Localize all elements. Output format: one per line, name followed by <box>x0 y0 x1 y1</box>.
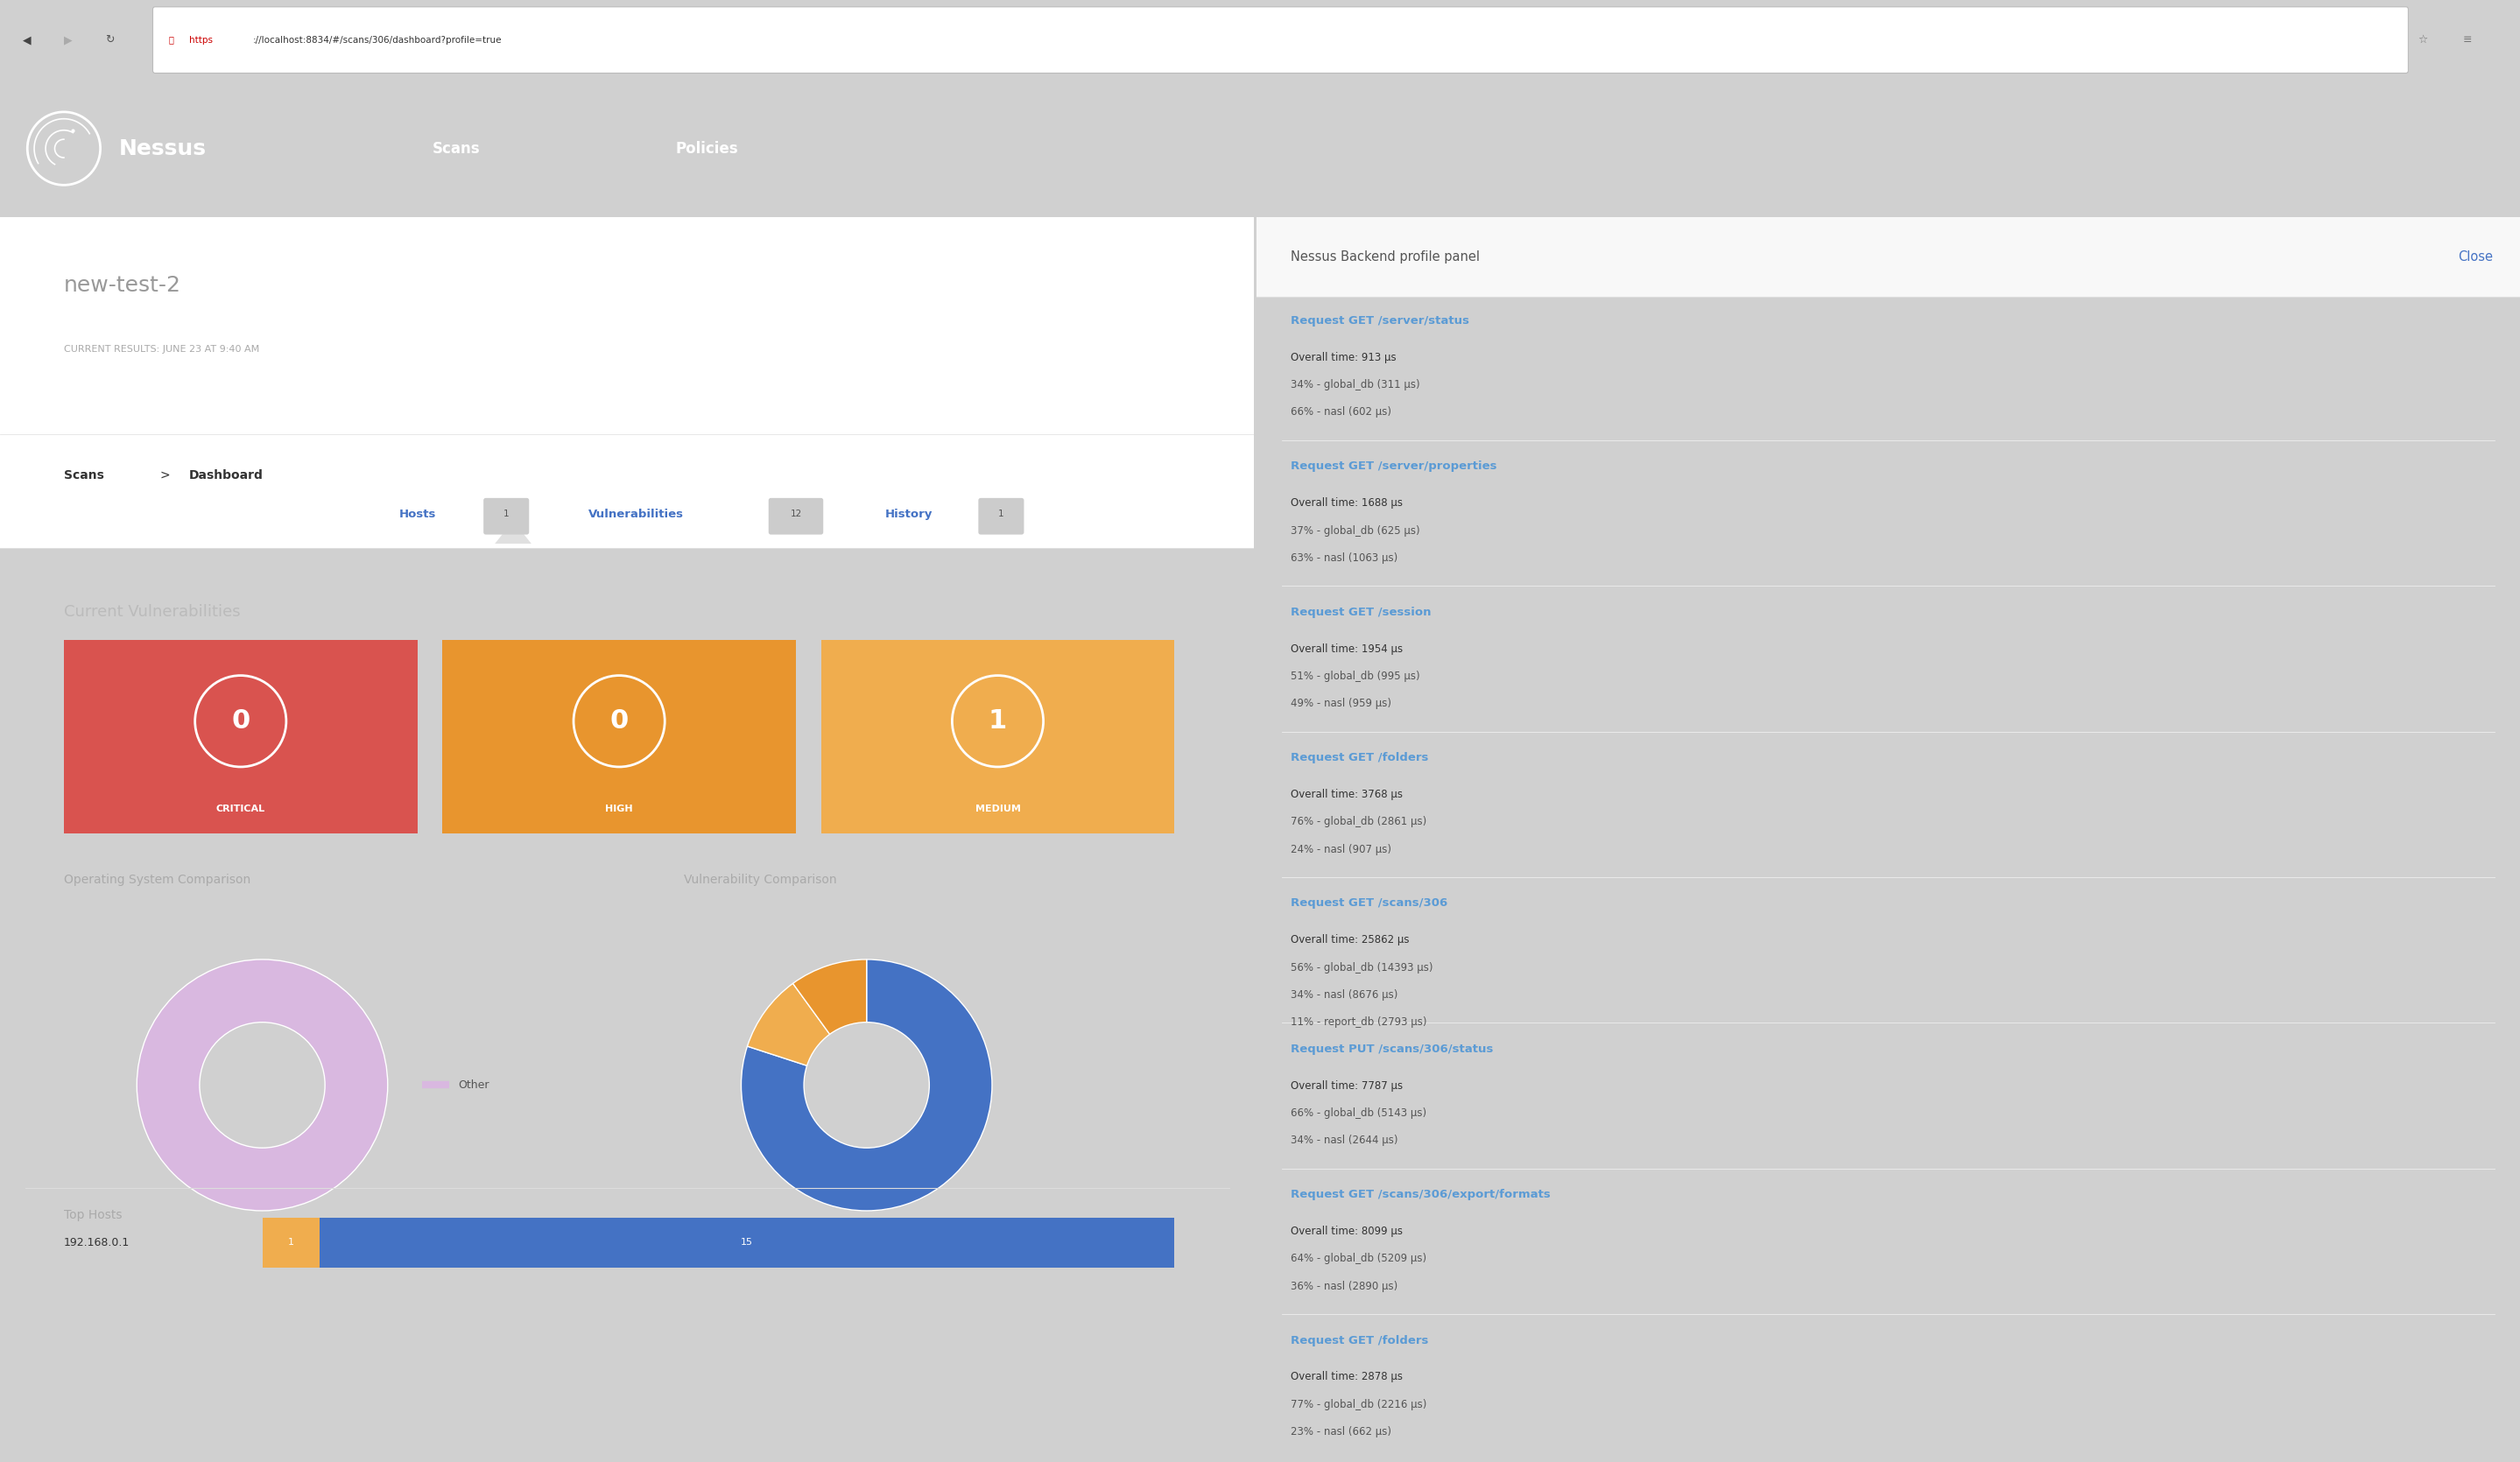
FancyBboxPatch shape <box>444 640 796 833</box>
FancyBboxPatch shape <box>978 499 1023 535</box>
Text: Close: Close <box>2457 250 2492 263</box>
Text: ≡: ≡ <box>2462 34 2472 45</box>
Polygon shape <box>494 520 532 544</box>
Text: 66% - global_db (5143 µs): 66% - global_db (5143 µs) <box>1290 1107 1426 1118</box>
Text: ↻: ↻ <box>106 34 113 45</box>
Text: Current Vulnerabilities: Current Vulnerabilities <box>63 604 239 620</box>
Text: Operating System Comparison: Operating System Comparison <box>63 873 249 886</box>
Text: Vulnerabilities: Vulnerabilities <box>587 509 683 519</box>
Text: 34% - nasl (2644 µs): 34% - nasl (2644 µs) <box>1290 1135 1399 1146</box>
Text: Request GET /session: Request GET /session <box>1290 607 1431 618</box>
Wedge shape <box>741 959 993 1211</box>
Text: Overall time: 7787 µs: Overall time: 7787 µs <box>1290 1080 1404 1091</box>
Text: Request GET /folders: Request GET /folders <box>1290 751 1429 763</box>
FancyBboxPatch shape <box>0 216 1255 434</box>
Text: 36% - nasl (2890 µs): 36% - nasl (2890 µs) <box>1290 1281 1399 1292</box>
Text: Overall time: 913 µs: Overall time: 913 µs <box>1290 352 1396 363</box>
Text: 56% - global_db (14393 µs): 56% - global_db (14393 µs) <box>1290 962 1434 974</box>
Text: Overall time: 1954 µs: Overall time: 1954 µs <box>1290 643 1404 655</box>
FancyBboxPatch shape <box>63 640 418 833</box>
Text: 34% - global_db (311 µs): 34% - global_db (311 µs) <box>1290 379 1419 390</box>
Text: CURRENT RESULTS: JUNE 23 AT 9:40 AM: CURRENT RESULTS: JUNE 23 AT 9:40 AM <box>63 345 260 354</box>
Text: ▶: ▶ <box>63 34 73 45</box>
Text: Request GET /server/status: Request GET /server/status <box>1290 316 1469 326</box>
Text: 1: 1 <box>998 510 1003 519</box>
Text: Request GET /server/properties: Request GET /server/properties <box>1290 461 1497 472</box>
Text: Top Hosts: Top Hosts <box>63 1209 121 1221</box>
Text: 37% - global_db (625 µs): 37% - global_db (625 µs) <box>1290 525 1419 537</box>
Text: 34% - nasl (8676 µs): 34% - nasl (8676 µs) <box>1290 990 1399 1000</box>
FancyBboxPatch shape <box>1257 216 2520 297</box>
Text: Overall time: 25862 µs: Overall time: 25862 µs <box>1290 934 1409 946</box>
Text: Dashboard: Dashboard <box>189 469 265 481</box>
FancyBboxPatch shape <box>262 1218 320 1268</box>
Text: new-test-2: new-test-2 <box>63 275 181 295</box>
Text: 192.168.0.1: 192.168.0.1 <box>63 1237 129 1249</box>
Text: 1: 1 <box>504 510 509 519</box>
Text: 66% - nasl (602 µs): 66% - nasl (602 µs) <box>1290 406 1391 418</box>
Text: Vulnerability Comparison: Vulnerability Comparison <box>683 873 837 886</box>
Text: Scans: Scans <box>63 469 103 481</box>
Text: 0: 0 <box>232 709 249 734</box>
Text: Request GET /scans/306: Request GET /scans/306 <box>1290 898 1446 909</box>
Text: 🔒: 🔒 <box>169 35 174 44</box>
Text: 15: 15 <box>741 1238 753 1247</box>
Wedge shape <box>136 959 388 1211</box>
Text: Nessus Backend profile panel: Nessus Backend profile panel <box>1290 250 1479 263</box>
Text: 12: 12 <box>791 510 801 519</box>
Text: Request GET /folders: Request GET /folders <box>1290 1335 1429 1347</box>
Text: https: https <box>189 35 212 44</box>
Text: Hosts: Hosts <box>398 509 436 519</box>
Text: Scans: Scans <box>433 140 479 156</box>
FancyBboxPatch shape <box>822 640 1174 833</box>
Text: MEDIUM: MEDIUM <box>975 804 1021 813</box>
Wedge shape <box>748 984 829 1066</box>
Text: 49% - nasl (959 µs): 49% - nasl (959 µs) <box>1290 697 1391 709</box>
Text: 1: 1 <box>988 709 1008 734</box>
Text: 0: 0 <box>610 709 627 734</box>
FancyBboxPatch shape <box>0 434 1255 548</box>
Text: 77% - global_db (2216 µs): 77% - global_db (2216 µs) <box>1290 1399 1426 1409</box>
Text: Overall time: 1688 µs: Overall time: 1688 µs <box>1290 497 1404 509</box>
Text: Nessus: Nessus <box>118 137 207 159</box>
Text: ◀: ◀ <box>23 34 30 45</box>
FancyBboxPatch shape <box>484 499 529 535</box>
Text: Overall time: 8099 µs: Overall time: 8099 µs <box>1290 1225 1404 1237</box>
Text: ☆: ☆ <box>2417 34 2427 45</box>
Text: Overall time: 3768 µs: Overall time: 3768 µs <box>1290 788 1404 800</box>
Text: 64% - global_db (5209 µs): 64% - global_db (5209 µs) <box>1290 1253 1426 1265</box>
Text: 11% - report_db (2793 µs): 11% - report_db (2793 µs) <box>1290 1016 1426 1028</box>
Text: HIGH: HIGH <box>605 804 633 813</box>
Wedge shape <box>794 959 867 1034</box>
FancyBboxPatch shape <box>154 7 2409 73</box>
Text: Policies: Policies <box>675 140 738 156</box>
Text: 23% - nasl (662 µs): 23% - nasl (662 µs) <box>1290 1425 1391 1437</box>
Text: 51% - global_db (995 µs): 51% - global_db (995 µs) <box>1290 671 1419 681</box>
Text: 63% - nasl (1063 µs): 63% - nasl (1063 µs) <box>1290 553 1399 564</box>
Text: ://localhost:8834/#/scans/306/dashboard?profile=true: ://localhost:8834/#/scans/306/dashboard?… <box>252 35 501 44</box>
Text: 24% - nasl (907 µs): 24% - nasl (907 µs) <box>1290 844 1391 855</box>
FancyBboxPatch shape <box>320 1218 1174 1268</box>
Text: Overall time: 2878 µs: Overall time: 2878 µs <box>1290 1371 1404 1383</box>
Text: History: History <box>885 509 932 519</box>
Text: Request PUT /scans/306/status: Request PUT /scans/306/status <box>1290 1044 1494 1054</box>
Text: >: > <box>159 469 169 481</box>
FancyBboxPatch shape <box>769 499 824 535</box>
Text: Request GET /scans/306/export/formats: Request GET /scans/306/export/formats <box>1290 1189 1550 1200</box>
Text: 1: 1 <box>287 1238 295 1247</box>
Text: CRITICAL: CRITICAL <box>217 804 265 813</box>
Text: 76% - global_db (2861 µs): 76% - global_db (2861 µs) <box>1290 816 1426 827</box>
Text: Other: Other <box>459 1079 489 1091</box>
